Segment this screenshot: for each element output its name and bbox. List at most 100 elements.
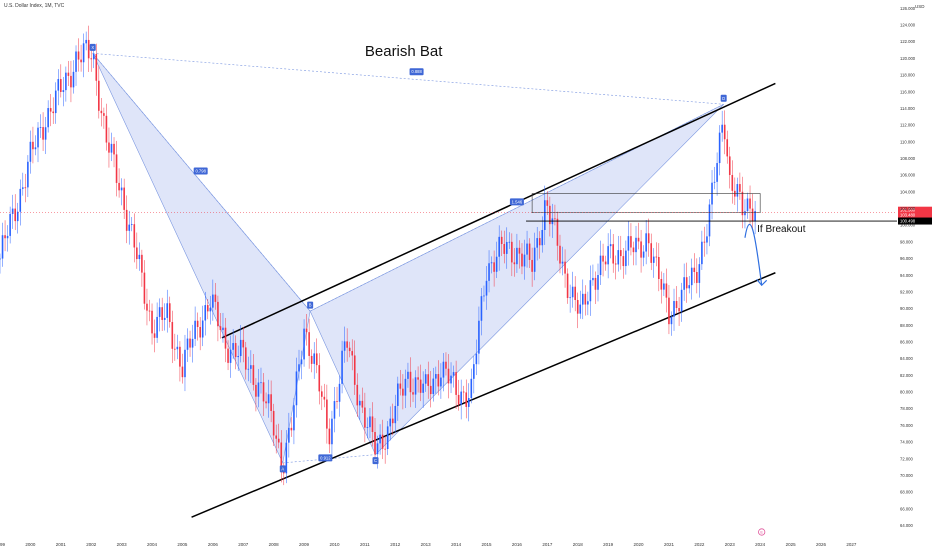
- current-price-label-2: 103.480: [900, 213, 916, 218]
- candle-body: [247, 368, 250, 370]
- candle-body: [526, 243, 528, 255]
- candle-body: [422, 383, 424, 393]
- candle-body: [37, 127, 39, 148]
- candle-body: [250, 365, 252, 369]
- candle-body: [57, 79, 60, 91]
- candle-body: [706, 236, 708, 243]
- candle-body: [543, 200, 546, 230]
- y-tick-label: 108.000: [900, 156, 916, 161]
- candle-body: [617, 250, 620, 265]
- candle-body: [338, 383, 341, 402]
- current-price-badge: [898, 206, 932, 219]
- candle-body: [457, 394, 460, 405]
- candle-body: [133, 224, 136, 248]
- candle-body: [191, 338, 194, 348]
- candle-body: [181, 366, 184, 378]
- candle-body: [391, 418, 394, 424]
- candle-body: [440, 377, 442, 387]
- y-tick-label: 92.000: [900, 289, 913, 294]
- y-axis[interactable]: USD 64.000 66.000 68.000 70.000 72.000 74.000 7…: [900, 4, 925, 528]
- y-tick-label: 66.000: [900, 506, 913, 511]
- candle-body: [612, 244, 615, 264]
- candle-body: [148, 310, 151, 312]
- candle-body: [485, 280, 488, 296]
- channel-line: [191, 272, 776, 518]
- candle-body: [280, 442, 283, 469]
- candle-body: [424, 374, 427, 384]
- y-tick-label: 94.000: [900, 273, 913, 278]
- candle-body: [300, 359, 303, 365]
- candle-body: [731, 174, 734, 191]
- candle-body: [209, 307, 212, 312]
- y-tick-label: 102.000: [900, 206, 916, 211]
- candle-body: [394, 405, 397, 424]
- candle-body: [303, 328, 305, 360]
- candle-body: [531, 259, 533, 272]
- candle-body: [404, 378, 407, 396]
- y-tick-label: 90.000: [900, 306, 913, 311]
- candle-body: [232, 343, 234, 350]
- xd-line: [92, 53, 724, 105]
- x-tick-label: 1999: [0, 542, 6, 547]
- breakout-price-badge: [898, 217, 932, 225]
- channel-line: [221, 82, 776, 339]
- breakout-note: If Breakout: [757, 224, 806, 235]
- candle-body: [87, 39, 90, 59]
- candle-body: [47, 108, 49, 128]
- x-tick-label: 2013: [421, 542, 432, 547]
- candle-body: [369, 416, 371, 428]
- candle-body: [751, 208, 754, 222]
- candle-body: [658, 256, 660, 280]
- candle-body: [321, 391, 323, 397]
- candle-body: [113, 143, 115, 155]
- candle-body: [462, 391, 465, 393]
- x-axis[interactable]: 1999 2000 2001 2002 2003 2004 2005 2006 2007 2008…: [0, 542, 857, 547]
- candle-body: [62, 90, 65, 92]
- candle-body: [4, 235, 6, 239]
- candle-body: [594, 277, 597, 290]
- candle-body: [371, 416, 374, 432]
- candle-body: [614, 263, 617, 265]
- candle-body: [110, 143, 113, 153]
- candle-body: [696, 271, 698, 283]
- candle-body: [163, 317, 166, 320]
- candles-layer: [0, 25, 756, 486]
- candle-body: [24, 187, 27, 189]
- candle-body: [136, 247, 138, 260]
- candle-body: [493, 262, 495, 272]
- candle-body: [267, 394, 270, 404]
- candle-body: [204, 305, 207, 321]
- x-tick-label: 2022: [694, 542, 705, 547]
- current-price-label: 101.580: [900, 208, 916, 213]
- xab-triangle: [92, 53, 311, 464]
- candle-body: [189, 338, 191, 348]
- y-tick-label: 104.000: [900, 189, 916, 194]
- candle-body: [376, 443, 379, 455]
- candle-body: [736, 184, 739, 197]
- pattern-point-label: A: [281, 467, 284, 472]
- y-tick-label: 68.000: [900, 490, 913, 495]
- candle-body: [749, 198, 751, 209]
- candle-body: [447, 368, 450, 384]
- candle-body: [675, 301, 678, 308]
- candle-body: [285, 442, 288, 474]
- candle-body: [290, 427, 293, 431]
- y-tick-label: 72.000: [900, 456, 913, 461]
- candle-body: [607, 246, 609, 265]
- y-tick-label: 98.000: [900, 239, 913, 244]
- candle-body: [670, 316, 673, 325]
- candle-body: [566, 273, 569, 299]
- candle-body: [77, 51, 80, 60]
- candle-body: [470, 378, 473, 399]
- candle-body: [718, 132, 721, 164]
- x-tick-label: 2023: [725, 542, 736, 547]
- candle-body: [538, 238, 541, 246]
- y-tick-label: 112.000: [900, 123, 915, 128]
- candle-body: [19, 188, 22, 212]
- candle-body: [587, 301, 589, 305]
- candle-body: [511, 241, 513, 263]
- candle-body: [288, 427, 290, 443]
- candle-body: [500, 236, 503, 244]
- candle-body: [168, 303, 171, 323]
